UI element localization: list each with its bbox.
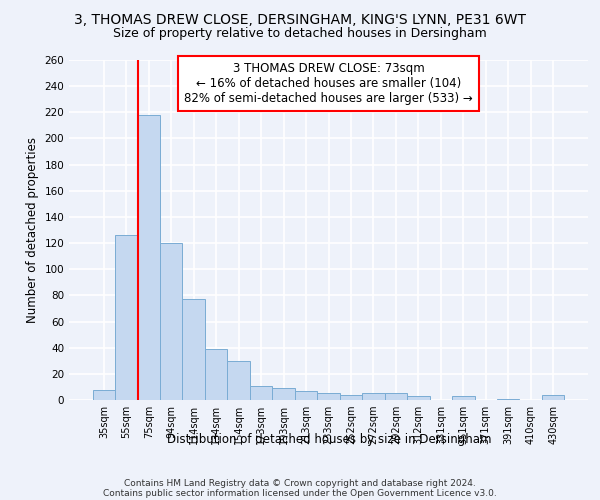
Bar [385, 394, 407, 400]
Bar [137, 115, 160, 400]
Bar [542, 395, 565, 400]
Bar [452, 396, 475, 400]
Text: Contains public sector information licensed under the Open Government Licence v3: Contains public sector information licen… [103, 488, 497, 498]
Bar [295, 391, 317, 400]
Bar [497, 398, 520, 400]
Text: Size of property relative to detached houses in Dersingham: Size of property relative to detached ho… [113, 28, 487, 40]
Bar [205, 349, 227, 400]
Bar [272, 388, 295, 400]
Bar [340, 395, 362, 400]
Bar [250, 386, 272, 400]
Bar [407, 396, 430, 400]
Text: 3, THOMAS DREW CLOSE, DERSINGHAM, KING'S LYNN, PE31 6WT: 3, THOMAS DREW CLOSE, DERSINGHAM, KING'S… [74, 12, 526, 26]
Bar [115, 235, 137, 400]
Bar [160, 243, 182, 400]
Bar [92, 390, 115, 400]
Y-axis label: Number of detached properties: Number of detached properties [26, 137, 39, 323]
Bar [317, 394, 340, 400]
Bar [182, 300, 205, 400]
Text: 3 THOMAS DREW CLOSE: 73sqm
← 16% of detached houses are smaller (104)
82% of sem: 3 THOMAS DREW CLOSE: 73sqm ← 16% of deta… [184, 62, 473, 104]
Bar [227, 361, 250, 400]
Bar [362, 394, 385, 400]
Text: Distribution of detached houses by size in Dersingham: Distribution of detached houses by size … [167, 432, 491, 446]
Text: Contains HM Land Registry data © Crown copyright and database right 2024.: Contains HM Land Registry data © Crown c… [124, 478, 476, 488]
